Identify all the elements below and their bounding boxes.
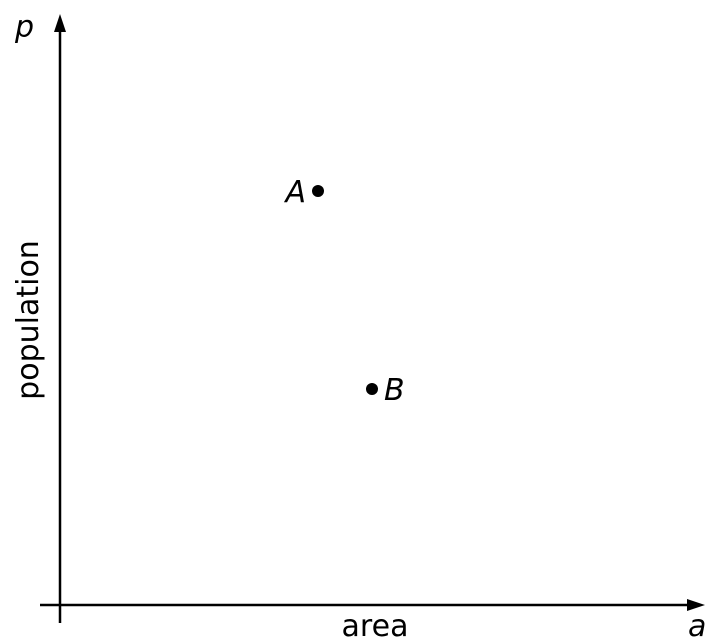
x-axis-title: area — [342, 609, 409, 638]
y-axis-variable: p — [14, 10, 34, 45]
x-axis-variable: a — [688, 609, 705, 638]
points-layer: AB — [283, 175, 404, 408]
y-axis-arrow — [54, 14, 66, 32]
x-axis-arrow — [687, 599, 705, 611]
point-a — [312, 185, 324, 197]
y-axis-title: population — [11, 240, 46, 400]
point-b — [366, 383, 378, 395]
point-label-b: B — [384, 373, 405, 408]
point-label-a: A — [283, 175, 306, 210]
